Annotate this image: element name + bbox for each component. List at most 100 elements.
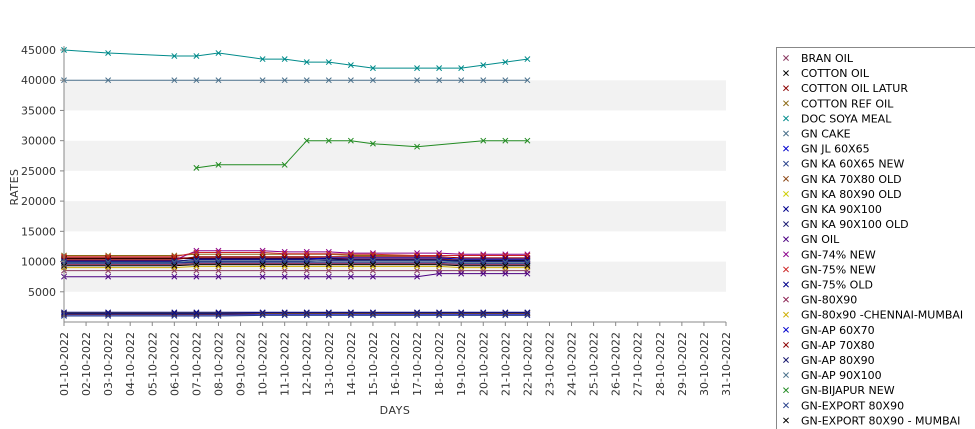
data-point: [215, 273, 222, 280]
data-point: [171, 260, 178, 267]
x-tick-label: 17-10-2022: [411, 332, 424, 396]
legend-label: DOC SOYA MEAL: [801, 112, 892, 125]
grid-band: [64, 140, 726, 171]
data-point: [303, 248, 310, 255]
data-point: [436, 256, 443, 263]
data-point: [369, 263, 376, 270]
data-point: [524, 260, 531, 267]
legend-marker: [783, 130, 789, 137]
y-tick-label: 5000: [28, 286, 56, 299]
x-tick-label: 07-10-2022: [190, 332, 203, 396]
data-point: [281, 161, 288, 168]
data-point: [502, 59, 509, 66]
x-tick-label: 25-10-2022: [588, 332, 601, 396]
data-point: [480, 270, 487, 277]
data-point: [259, 273, 266, 280]
x-tick-label: 15-10-2022: [367, 332, 380, 396]
legend-item: GN-EXPORT 80X90 - MUMBAI: [783, 414, 960, 427]
data-point: [105, 309, 112, 316]
x-tick-label: 22-10-2022: [521, 332, 534, 396]
data-point: [414, 256, 421, 263]
data-point: [414, 309, 421, 316]
data-point: [259, 267, 266, 274]
legend-marker: [783, 55, 789, 61]
series-markers: [61, 47, 531, 319]
data-point: [369, 77, 376, 84]
data-point: [303, 267, 310, 274]
data-point: [193, 164, 200, 171]
x-tick-label: 01-10-2022: [58, 332, 71, 396]
y-tick-label: 15000: [21, 225, 56, 238]
legend-marker: [783, 236, 789, 243]
data-point: [325, 259, 332, 266]
data-point: [524, 309, 531, 316]
x-tick-label: 28-10-2022: [654, 332, 667, 396]
grid-band: [64, 201, 726, 232]
legend-marker: [783, 190, 789, 197]
data-point: [480, 137, 487, 144]
x-tick-label: 03-10-2022: [102, 332, 115, 396]
data-point: [524, 77, 531, 84]
data-point: [281, 248, 288, 255]
data-point: [414, 273, 421, 280]
data-point: [480, 257, 487, 264]
x-tick-label: 27-10-2022: [632, 332, 645, 396]
data-point: [281, 263, 288, 270]
data-point: [480, 264, 487, 271]
data-point: [171, 257, 178, 264]
x-tick-label: 26-10-2022: [610, 332, 623, 396]
data-point: [105, 310, 112, 317]
data-point: [480, 77, 487, 84]
y-axis-label: RATES: [8, 168, 21, 205]
data-point: [369, 140, 376, 147]
data-point: [215, 310, 222, 317]
data-point: [303, 77, 310, 84]
data-point: [281, 256, 288, 263]
data-point: [414, 263, 421, 270]
legend-item: GN CAKE: [783, 128, 851, 141]
data-point: [215, 267, 222, 274]
x-tick-label: 29-10-2022: [676, 332, 689, 396]
data-point: [259, 263, 266, 270]
data-point: [436, 77, 443, 84]
x-tick-label: 05-10-2022: [146, 332, 159, 396]
legend-item: GN KA 60X65 NEW: [783, 158, 904, 171]
data-point: [105, 50, 112, 56]
legend-item: GN KA 90X100 OLD: [783, 218, 909, 231]
legend-item: COTTON REF OIL: [783, 97, 894, 110]
data-point: [369, 309, 376, 316]
data-point: [325, 59, 332, 66]
data-point: [414, 65, 421, 72]
data-point: [259, 247, 266, 254]
x-tick-label: 16-10-2022: [389, 332, 402, 396]
legend-item: GN-75% NEW: [783, 263, 876, 276]
data-point: [303, 309, 310, 316]
legend-marker: [783, 387, 789, 394]
data-point: [303, 137, 310, 144]
data-point: [414, 77, 421, 84]
legend-item: GN-BIJAPUR NEW: [783, 384, 895, 397]
data-point: [325, 263, 332, 270]
data-point: [436, 263, 443, 270]
data-point: [524, 257, 531, 264]
data-point: [281, 273, 288, 280]
data-point: [524, 262, 531, 269]
data-point: [458, 262, 465, 269]
legend-label: GN-AP 80X90: [801, 354, 875, 367]
data-point: [171, 262, 178, 269]
legend-item: GN-AP 60X70: [783, 324, 875, 337]
legend-marker: [783, 160, 789, 167]
data-point: [259, 249, 266, 256]
data-point: [325, 273, 332, 280]
legend-marker: [783, 221, 789, 228]
data-point: [303, 59, 310, 66]
legend-item: COTTON OIL LATUR: [783, 82, 908, 95]
legend-label: GN-AP 90X100: [801, 369, 882, 382]
legend-label: BRAN OIL: [801, 52, 854, 65]
legend-label: GN-75% NEW: [801, 263, 876, 276]
data-point: [369, 261, 376, 268]
legend: BRAN OIL COTTON OIL COTTON OIL LATUR COTTON…: [776, 47, 975, 429]
legend-item: GN-80x90 -CHENNAI-MUMBAI: [783, 309, 963, 322]
data-point: [502, 257, 509, 264]
x-tick-label: 11-10-2022: [279, 332, 292, 396]
